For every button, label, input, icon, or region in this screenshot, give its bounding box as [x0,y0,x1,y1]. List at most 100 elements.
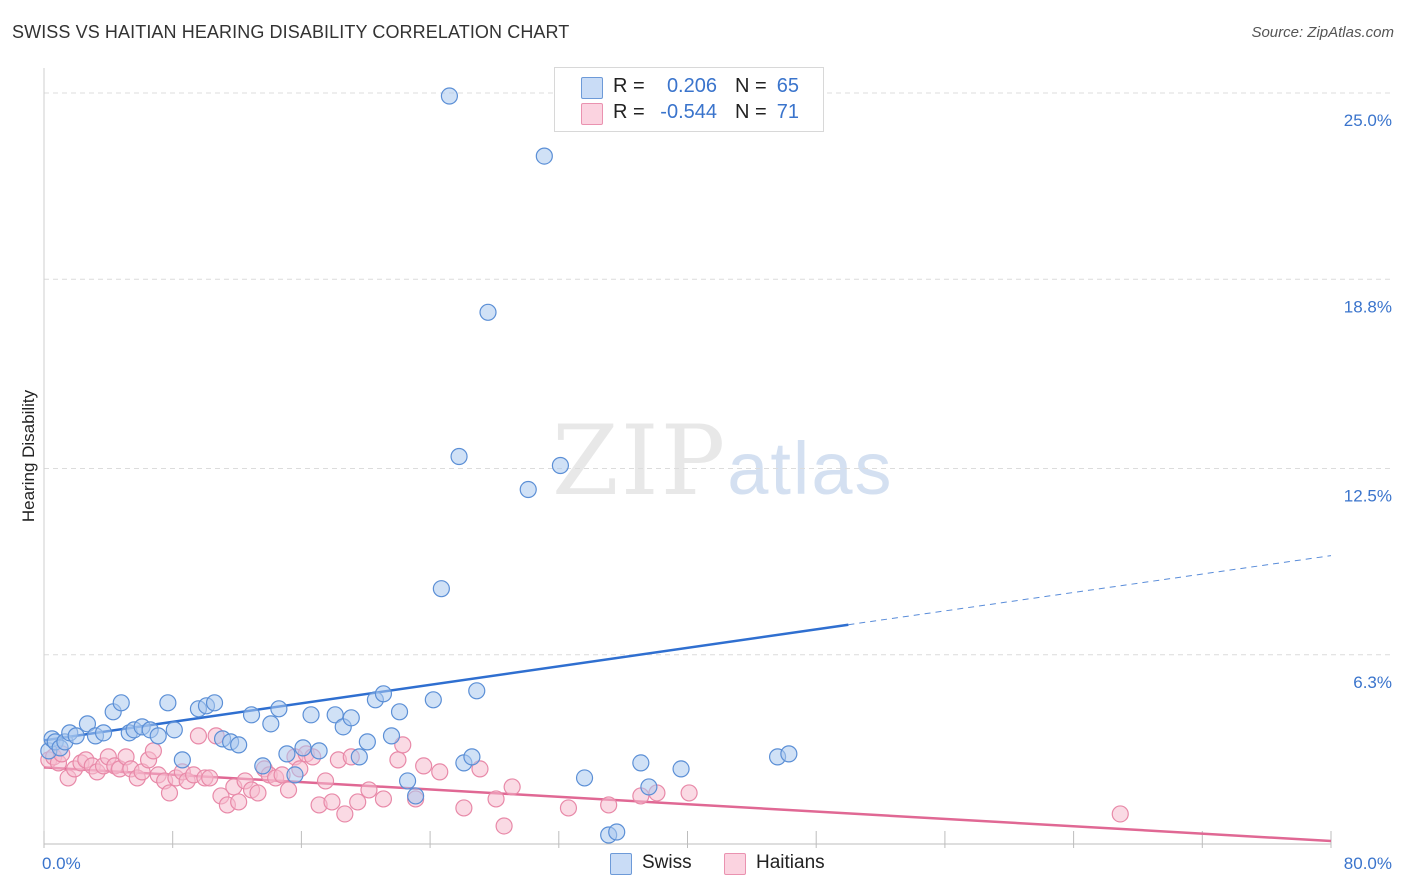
swiss-point [149,727,167,745]
swiss-point [173,751,191,769]
haitians-legend-swatch [724,853,746,875]
swiss-point [450,447,468,466]
swiss-point [575,769,594,787]
y-axis-label: Hearing Disability [19,389,38,522]
swiss-point [78,715,97,733]
swiss-swatch [581,77,603,99]
swiss-point [432,580,450,598]
swiss-point [262,715,280,733]
swiss-n-label: N = [735,75,767,97]
source-credit: Source: ZipAtlas.com [1251,24,1394,41]
x-tick-label-max: 80.0% [1344,854,1392,873]
swiss-legend-label: Swiss [642,852,692,873]
swiss-point [294,739,312,757]
swiss-point [519,480,537,499]
axis-layer [43,68,1332,848]
swiss-point [535,147,553,165]
swiss-trend-line [43,623,849,742]
swiss-point [440,87,459,105]
swiss-point [640,778,658,796]
point-layer [40,87,1129,844]
haitians-n-label: N = [735,101,767,123]
swiss-point [479,303,497,321]
swiss-point [382,727,401,745]
haitians-point [249,784,267,802]
haitians-point [487,790,505,808]
swiss-point [67,727,85,745]
haitians-legend-label: Haitians [756,852,825,873]
haitians-point [323,793,341,811]
swiss-point [112,694,130,712]
swiss-point [350,748,368,766]
haitians-point [336,805,354,823]
swiss-point [94,724,113,742]
swiss-r-value: 0.206 [666,75,717,97]
swiss-point [165,721,183,739]
haitians-point [144,742,162,760]
haitians-trend-line [43,766,1332,843]
chart-title: SWISS VS HAITIAN HEARING DISABILITY CORR… [12,22,570,42]
swiss-point [302,706,320,724]
haitians-point [1111,805,1129,823]
series-legend: Swiss Haitians [0,851,1406,879]
swiss-point [632,754,650,772]
swiss-point [310,742,328,760]
swiss-point [270,700,288,718]
haitians-r-label: R = [613,101,645,123]
swiss-point [230,736,248,754]
x-tick-label-min: 0.0% [42,854,81,873]
swiss-legend-swatch [610,853,632,875]
swiss-point [254,757,272,775]
grid-layer [44,92,1392,656]
swiss-point [608,823,626,841]
swiss-trend-extension [848,555,1332,626]
swiss-n-value: 65 [776,75,799,97]
swiss-point [463,748,481,766]
y-tick-label: 6.3% [1353,673,1392,692]
y-tick-label: 12.5% [1344,487,1392,506]
y-tick-label: 25.0% [1344,111,1392,130]
haitians-r-value: -0.544 [660,101,717,123]
haitians-point [349,793,367,811]
haitians-point [279,781,298,799]
haitians-point [201,769,219,787]
swiss-point [242,706,261,724]
swiss-point [551,456,570,475]
swiss-point [286,766,304,784]
haitians-point [316,772,335,790]
haitians-point [160,784,179,802]
haitians-point [230,793,248,811]
swiss-point [342,709,360,727]
swiss-point [468,682,486,700]
y-tick-label: 18.8% [1344,297,1392,316]
stats-legend-row-haitians: R = -0.544 N = 71 [555,101,823,127]
haitians-point [360,781,378,799]
swiss-r-label: R = [613,75,645,97]
swiss-point [159,694,177,712]
haitians-point [455,799,473,817]
swiss-point [205,694,224,712]
haitians-point [600,796,618,814]
stats-legend-row-swiss: R = 0.206 N = 65 [555,75,823,101]
haitians-point [389,751,407,769]
swiss-point [780,745,798,763]
swiss-point [424,691,442,709]
haitians-point [559,799,578,817]
swiss-point [278,745,296,763]
haitians-point [374,790,393,808]
haitians-point [471,760,489,778]
swiss-point [390,703,409,721]
swiss-point [407,787,425,805]
haitians-point [415,757,433,775]
trend-layer [43,555,1332,843]
swiss-point [326,706,344,724]
haitians-point [189,727,208,745]
haitians-swatch [581,103,603,125]
swiss-point [672,760,690,778]
haitians-n-value: 71 [776,101,799,123]
swiss-point [398,772,417,790]
swiss-point [374,685,393,703]
label-layer: 6.3% 12.5% 18.8% 25.0% 0.0% 80.0% Hearing Disa… [19,111,1392,873]
haitians-point [394,736,412,754]
